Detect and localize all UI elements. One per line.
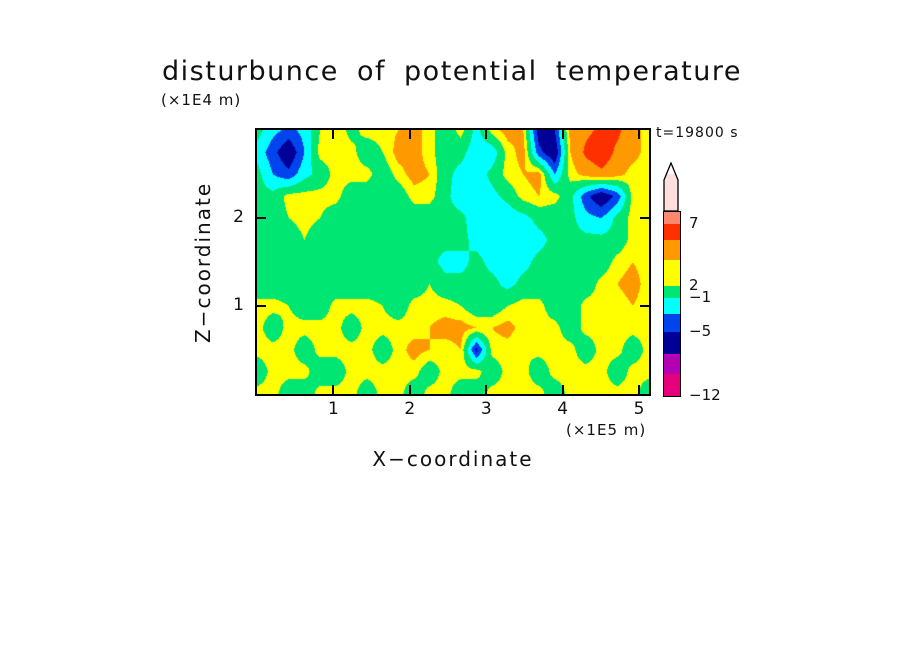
x-axis-tick bbox=[332, 385, 335, 394]
colorbar-tick-label: 2 bbox=[689, 276, 699, 294]
y-axis-tick bbox=[640, 305, 649, 307]
x-tick-label: 3 bbox=[480, 399, 492, 419]
x-tick-label: 4 bbox=[557, 399, 569, 419]
x-axis-unit-label: (×1E5 m) bbox=[566, 421, 647, 439]
colorbar-segment bbox=[664, 298, 680, 314]
x-axis-tick bbox=[638, 385, 641, 394]
x-tick-label: 2 bbox=[404, 399, 416, 419]
colorbar-segment bbox=[664, 260, 680, 286]
x-axis-tick bbox=[485, 385, 488, 394]
y-axis-tick bbox=[257, 305, 266, 307]
y-axis-tick bbox=[257, 217, 266, 219]
colorbar-segment bbox=[664, 314, 680, 332]
colorbar-tick-label: −1 bbox=[689, 288, 712, 306]
colorbar-segment bbox=[664, 286, 680, 298]
colorbar-tip bbox=[662, 161, 680, 216]
x-axis-tick bbox=[408, 385, 411, 394]
y-axis-title: Z−coordinate bbox=[191, 181, 215, 344]
x-axis-tick bbox=[638, 130, 641, 139]
x-axis-tick bbox=[485, 130, 488, 139]
x-axis-tick bbox=[561, 130, 564, 139]
colorbar-segment bbox=[664, 212, 680, 224]
heatmap-canvas bbox=[257, 130, 649, 394]
plot-area bbox=[255, 128, 651, 396]
x-tick-label: 5 bbox=[633, 399, 645, 419]
colorbar bbox=[663, 211, 681, 397]
colorbar-segment bbox=[664, 240, 680, 260]
time-annotation: t=19800 s bbox=[656, 125, 739, 141]
chart-title: disturbunce of potential temperature bbox=[162, 56, 742, 87]
x-axis-tick bbox=[408, 130, 411, 139]
x-axis-title: X−coordinate bbox=[372, 447, 534, 471]
colorbar-tick-label: −12 bbox=[689, 386, 721, 404]
colorbar-tick-label: 7 bbox=[689, 214, 699, 232]
colorbar-segment bbox=[664, 332, 680, 354]
x-axis-tick bbox=[332, 130, 335, 139]
colorbar-tick-label: −5 bbox=[689, 322, 712, 340]
colorbar-segment bbox=[664, 224, 680, 240]
colorbar-segment bbox=[664, 374, 680, 396]
x-axis-tick bbox=[561, 385, 564, 394]
colorbar-segment bbox=[664, 354, 680, 374]
y-axis-unit-label: (×1E4 m) bbox=[161, 91, 242, 109]
y-tick-label: 2 bbox=[233, 207, 244, 227]
x-tick-label: 1 bbox=[327, 399, 339, 419]
y-tick-label: 1 bbox=[233, 295, 244, 315]
y-axis-tick bbox=[640, 217, 649, 219]
colorbar-tip-point bbox=[667, 165, 675, 174]
